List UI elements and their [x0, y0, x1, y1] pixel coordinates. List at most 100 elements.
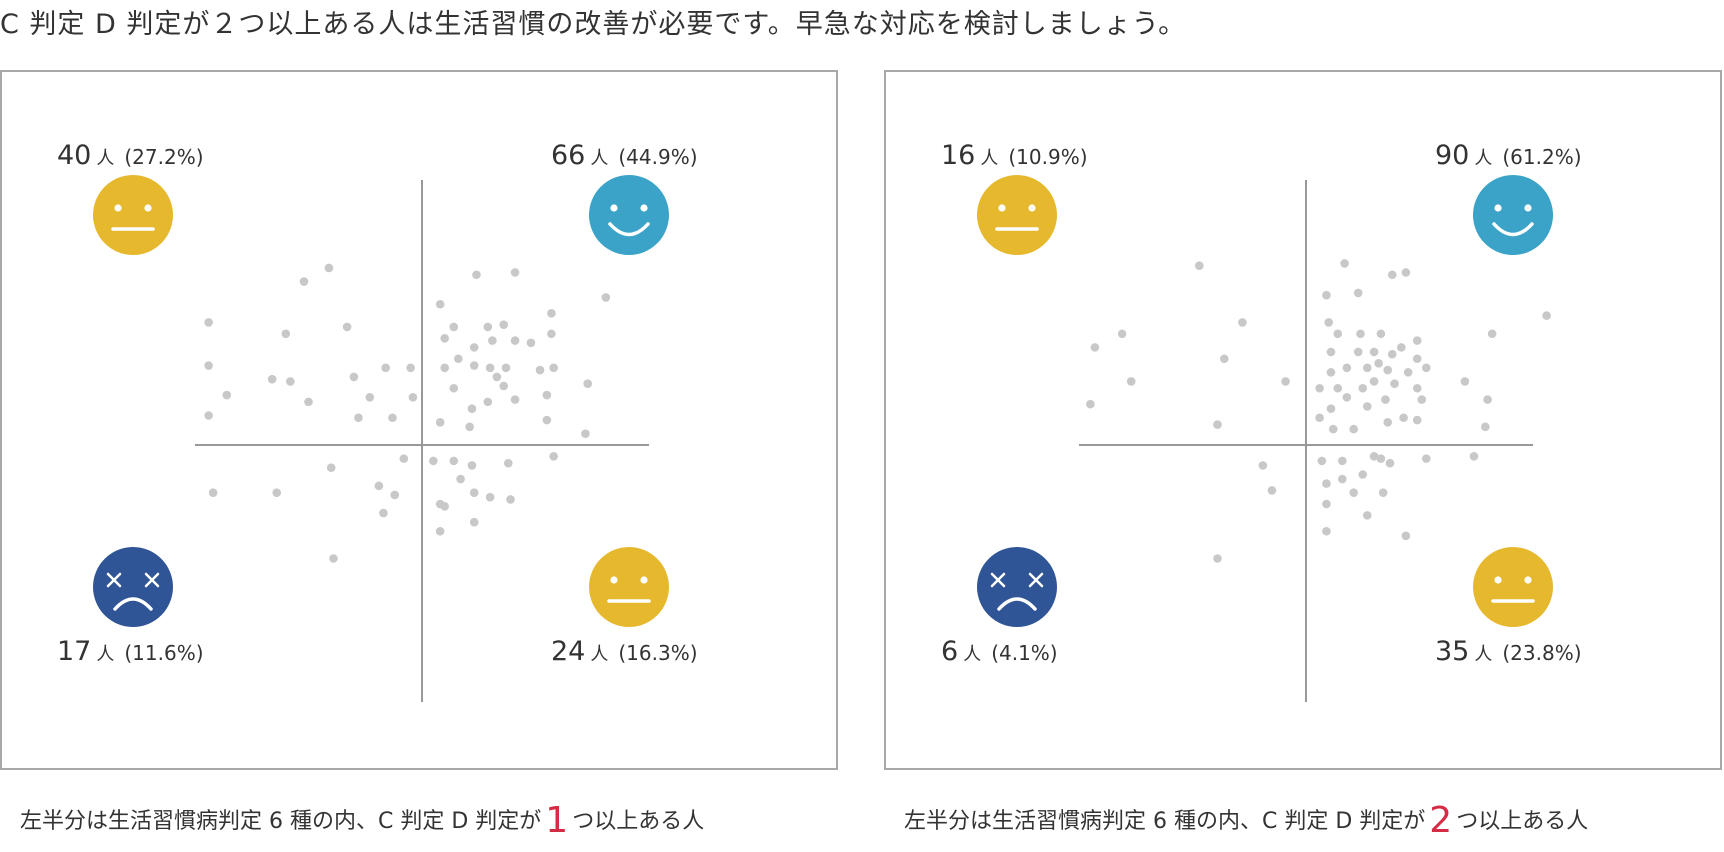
quadrant-count: 17	[57, 636, 91, 667]
data-point	[435, 526, 445, 536]
data-point	[304, 397, 313, 407]
quadrant-unit: 人	[1474, 644, 1492, 665]
quadrant-count: 6	[941, 636, 958, 667]
caption-suffix: つ以上ある人	[1456, 809, 1589, 834]
data-point	[549, 452, 558, 461]
data-point	[1333, 383, 1343, 393]
data-point	[1469, 452, 1479, 461]
data-point	[390, 490, 400, 500]
quadrant-label-bottom-right: 24 人 (16.3%)	[551, 636, 698, 667]
data-point	[454, 354, 463, 364]
data-point	[222, 390, 232, 400]
data-point	[449, 322, 459, 332]
data-point	[1342, 393, 1352, 402]
data-point	[326, 463, 336, 473]
data-point	[547, 309, 556, 318]
headline: C 判定 D 判定が２つ以上ある人は生活習慣の改善が必要です。早急な対応を検討し…	[0, 9, 1187, 40]
data-point	[449, 456, 459, 466]
data-point	[526, 338, 536, 348]
data-point	[1376, 329, 1386, 339]
data-point	[469, 343, 479, 352]
data-point	[1362, 402, 1372, 411]
data-point	[469, 361, 479, 370]
caption-text: 左半分は生活習慣病判定 6 種の内、C 判定 D 判定が	[904, 809, 1426, 834]
data-point	[406, 363, 415, 373]
data-point	[1353, 288, 1363, 298]
quadrant-label-bottom-right: 35 人 (23.8%)	[1435, 636, 1582, 667]
data-point	[510, 395, 520, 404]
data-point	[388, 413, 397, 423]
data-point	[1338, 456, 1347, 466]
quadrant-count: 16	[941, 140, 975, 171]
caption-highlight-number: 2	[1429, 800, 1453, 841]
quadrant-unit: 人	[590, 644, 608, 665]
data-point	[329, 554, 338, 563]
data-point	[510, 268, 520, 277]
data-point	[467, 404, 477, 413]
quadrant-count: 40	[57, 140, 91, 171]
data-point	[1349, 424, 1358, 434]
data-point	[1422, 363, 1431, 373]
data-point	[547, 329, 556, 339]
data-point	[1381, 395, 1390, 404]
data-point	[429, 456, 438, 466]
data-point	[1397, 343, 1406, 352]
quadrant-count: 66	[551, 140, 585, 171]
data-point	[365, 393, 375, 402]
data-point	[1387, 270, 1397, 280]
data-point	[1117, 329, 1127, 339]
data-point	[1401, 531, 1411, 541]
data-point	[1385, 458, 1395, 468]
data-point	[501, 363, 511, 373]
data-point	[601, 293, 611, 302]
data-point	[542, 390, 552, 400]
data-point	[485, 363, 495, 373]
data-point	[1324, 318, 1333, 327]
quadrant-label-bottom-left: 17 人 (11.6%)	[57, 636, 204, 667]
data-point	[1267, 486, 1277, 495]
data-point	[1387, 349, 1397, 359]
sad-face-icon	[977, 547, 1057, 627]
quadrant-count: 35	[1435, 636, 1469, 667]
caption-suffix: つ以上ある人	[572, 809, 705, 834]
data-point	[542, 415, 552, 425]
neutral-face-icon	[93, 175, 173, 255]
data-point	[1353, 347, 1363, 357]
data-point	[342, 322, 352, 332]
data-point	[204, 361, 213, 370]
scatter-chart-right: 16 人 (10.9%) 90 人 (61.2%)6 人 (4.1%) 35 人 (23.8%)	[941, 140, 1582, 702]
neutral-face-icon	[977, 175, 1057, 255]
data-point	[449, 383, 459, 393]
data-point	[503, 458, 513, 468]
data-point	[1333, 329, 1343, 339]
data-point	[1460, 377, 1470, 386]
quadrant-label-top-left: 16 人 (10.9%)	[941, 140, 1088, 171]
data-point	[1358, 470, 1368, 479]
data-point	[488, 336, 497, 345]
data-point	[281, 329, 291, 339]
data-point	[510, 336, 520, 345]
data-point	[506, 495, 515, 504]
quadrant-count: 24	[551, 636, 585, 667]
quadrant-percentage: (11.6%)	[124, 641, 203, 665]
quadrant-label-top-left: 40 人 (27.2%)	[57, 140, 204, 171]
caption-right: 左半分は生活習慣病判定 6 種の内、C 判定 D 判定が 2 つ以上ある人	[904, 800, 1588, 841]
data-point	[1340, 259, 1349, 268]
data-point	[1483, 395, 1492, 404]
quadrant-percentage: (16.3%)	[618, 641, 697, 665]
data-point	[1281, 377, 1290, 386]
data-point	[1412, 336, 1422, 345]
data-point	[1417, 395, 1427, 404]
data-point	[1322, 499, 1331, 509]
data-point	[1086, 399, 1095, 409]
data-point	[379, 508, 388, 518]
data-point	[499, 320, 509, 329]
data-point	[549, 363, 558, 373]
quadrant-count: 90	[1435, 140, 1469, 171]
data-point	[272, 488, 282, 497]
data-point	[1315, 413, 1324, 423]
data-point	[204, 318, 213, 327]
data-point	[1369, 377, 1379, 386]
data-point	[381, 363, 390, 373]
data-point	[1322, 290, 1331, 300]
